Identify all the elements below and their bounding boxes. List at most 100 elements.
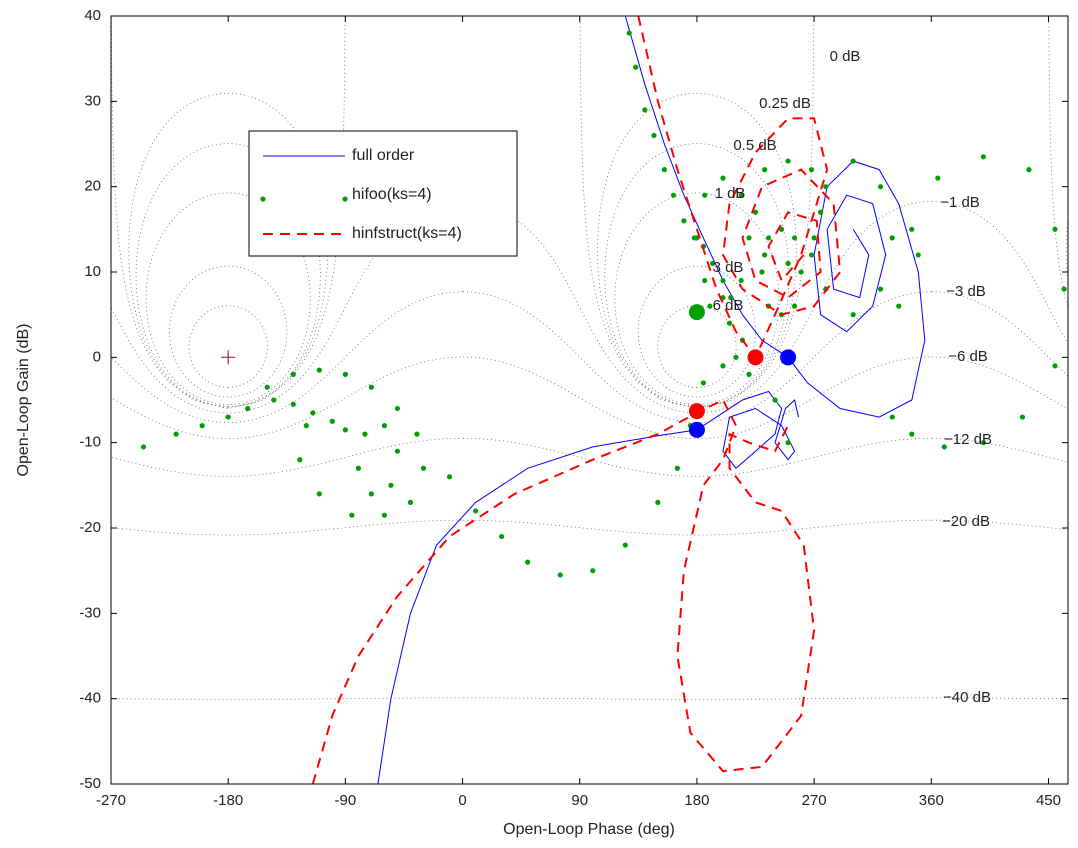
series-dot	[414, 431, 420, 437]
series-dot	[778, 226, 785, 232]
contour-label: −3 dB	[946, 283, 986, 300]
margin-point	[688, 403, 705, 420]
y-axis-label: Open-Loop Gain (dB)	[15, 324, 32, 477]
series-dot	[785, 440, 791, 446]
series-dot	[850, 312, 856, 318]
series-dot	[557, 572, 563, 578]
contour-label: −40 dB	[943, 689, 991, 706]
legend-symbol	[342, 196, 348, 202]
grid-contour	[604, 143, 790, 407]
series-dot	[785, 158, 791, 164]
series-dot	[329, 418, 335, 424]
series-dot	[720, 175, 726, 181]
series-dot	[798, 269, 804, 275]
contour-label: 0.5 dB	[733, 137, 776, 154]
series-dot	[746, 235, 752, 241]
series-dot	[1052, 226, 1058, 232]
grid-contour	[931, 291, 1068, 377]
series-dot	[303, 423, 309, 429]
y-tick-label: 20	[84, 178, 101, 195]
margin-point	[747, 349, 764, 366]
x-tick-label: -180	[213, 792, 243, 809]
series-dot	[850, 158, 856, 164]
series-dot	[762, 167, 768, 173]
grid-contour	[463, 291, 932, 423]
x-tick-label: 90	[571, 792, 588, 809]
y-tick-label: -40	[79, 690, 101, 707]
x-tick-label: 360	[919, 792, 944, 809]
curve-layer	[140, 16, 1067, 784]
series-dot	[896, 303, 902, 309]
legend-box	[248, 130, 518, 257]
series-dot	[762, 252, 768, 258]
series-dot	[342, 371, 348, 377]
series-dot	[388, 482, 394, 488]
y-tick-label: 0	[93, 348, 101, 365]
series-dot	[670, 192, 677, 198]
grid-contour	[463, 519, 932, 536]
series-dot	[661, 167, 667, 173]
series-dot	[935, 175, 941, 181]
series-dot	[472, 508, 479, 514]
series-dot	[651, 132, 657, 139]
contour-label: 3 dB	[713, 259, 744, 276]
series-dot	[681, 218, 687, 224]
y-tick-label: -10	[79, 434, 101, 451]
series-dot	[316, 367, 322, 373]
series-dot	[909, 431, 915, 437]
series-dot	[733, 354, 739, 360]
grid-contour	[637, 265, 756, 398]
series-dot	[642, 107, 648, 113]
series-dot	[362, 431, 368, 437]
contour-label: 0.25 dB	[759, 95, 811, 112]
series-dot	[941, 444, 947, 450]
contour-label: 1 dB	[715, 185, 746, 202]
series-dot	[271, 397, 277, 403]
legend-label: hinfstruct(ks=4)	[352, 225, 462, 242]
grid-contour	[579, 16, 815, 410]
series-dot	[707, 303, 713, 309]
series-dot	[980, 440, 986, 446]
margin-point	[688, 421, 705, 438]
grid-contour	[169, 265, 288, 398]
series-dot	[342, 427, 348, 433]
series-dot	[674, 465, 680, 471]
series-dot	[310, 410, 316, 416]
series-dot	[720, 277, 726, 284]
series-dot	[245, 405, 251, 412]
y-tick-label: 30	[84, 92, 101, 109]
axes-layer: -270 -180 -90 0 90 180 270 360 450 -50 -40 -30 -20 -1…	[79, 7, 1068, 809]
x-tick-label: 270	[802, 792, 827, 809]
series-dot	[785, 260, 791, 267]
series-dot	[199, 423, 205, 429]
series-dot	[709, 260, 716, 267]
series-dot	[290, 371, 296, 377]
grid-contour	[932, 519, 1068, 530]
series-dot	[655, 499, 661, 505]
series-dot	[225, 414, 231, 420]
contour-label: −12 dB	[944, 431, 992, 448]
series-dot	[909, 226, 915, 232]
legend: full order hifoo(ks=4) hinfstruct(ks=4)	[248, 130, 518, 257]
series-dot	[728, 295, 734, 301]
series-dot	[889, 414, 895, 420]
x-tick-label: 0	[458, 792, 466, 809]
contour-label: −1 dB	[940, 194, 980, 211]
series-dot	[811, 235, 817, 241]
series-dot	[525, 559, 531, 565]
series-dot	[915, 252, 921, 258]
series-dot	[808, 167, 815, 173]
series-dot	[791, 235, 798, 241]
y-tick-label: -20	[79, 519, 101, 536]
series-dot	[720, 363, 726, 369]
series-dot	[349, 512, 355, 518]
series-dot	[381, 423, 388, 429]
critical-point	[221, 350, 236, 365]
grid-contour	[463, 437, 932, 477]
series-dot	[1019, 414, 1026, 420]
series-dot	[420, 465, 427, 471]
series-dot	[889, 235, 895, 241]
series-dot	[738, 192, 744, 198]
